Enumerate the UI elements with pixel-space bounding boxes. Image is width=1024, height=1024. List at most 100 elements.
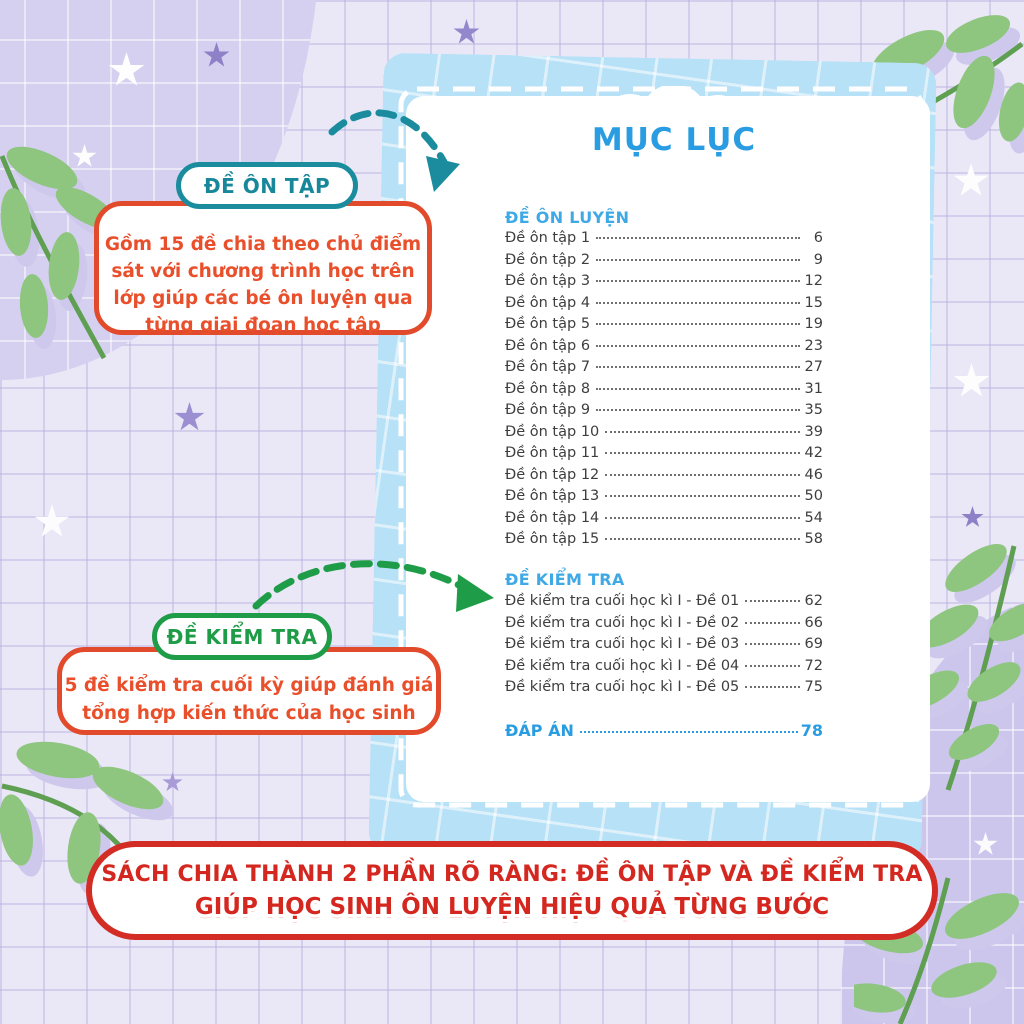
callout-label-on-tap: ĐỀ ÔN TẬP [176,162,358,209]
book-page [406,96,930,802]
toc-list-on-luyen: Đề ôn tập 1 6 Đề ôn tập 2 9 Đề ôn tập 3 12 Đề … [505,230,823,553]
toc-item-label: Đề ôn tập 1 [505,230,591,246]
callout-on-tap-line: Gồm 15 đề chia theo chủ điểm [104,234,422,255]
dotted-leader [596,301,800,304]
toc-item-label: Đề kiểm tra cuối học kì I - Đề 02 [505,614,740,631]
dotted-leader [596,280,800,282]
toc-item: Đề kiểm tra cuối học kì I - Đề 03 69 [505,636,823,658]
toc-item-page: 27 [804,359,823,375]
toc-item-page: 15 [804,294,823,311]
toc-item-label: Đề ôn tập 3 [505,273,591,289]
toc-item-label: Đề ôn tập 6 [505,337,591,354]
toc-item-label: Đề kiểm tra cuối học kì I - Đề 03 [505,636,740,652]
banner-line-1: SÁCH CHIA THÀNH 2 PHẦN RÕ RÀNG: ĐỀ ÔN TẬ… [101,861,923,887]
toc-item-label: Đề ôn tập 13 [505,488,600,504]
toc-item-label: Đề ôn tập 5 [505,316,591,332]
toc-item: Đề ôn tập 2 9 [505,252,823,274]
toc-item: Đề ôn tập 7 27 [505,359,823,381]
banner-line-2: GIÚP HỌC SINH ÔN LUYỆN HIỆU QUẢ TỪNG BƯỚ… [195,894,829,920]
toc-item-label: Đề ôn tập 7 [505,359,591,375]
dotted-leader [745,621,800,624]
dotted-leader [745,643,800,645]
cloud-icon [547,86,801,192]
toc-item-page: 6 [813,230,823,246]
toc-section-heading-on-luyen: ĐỀ ÔN LUYỆN [505,208,630,227]
toc-answers-page: 78 [800,721,823,740]
toc-item-label: Đề ôn tập 12 [505,466,600,483]
dotted-leader [605,495,800,497]
toc-answers-label: ĐÁP ÁN [505,721,574,740]
toc-list-kiem-tra: Đề kiểm tra cuối học kì I - Đề 01 62 Đề ki… [505,593,823,701]
toc-item: Đề ôn tập 3 12 [505,273,823,295]
toc-item-page: 66 [804,614,823,631]
dotted-leader [605,452,800,454]
toc-item-page: 9 [813,251,823,268]
dotted-leader [596,237,800,239]
toc-item-page: 50 [804,488,823,504]
star-icon [174,402,205,431]
toc-item-page: 31 [804,380,823,397]
toc-item-label: Đề ôn tập 11 [505,445,600,461]
dotted-leader [596,258,800,261]
callout-description-kiem-tra: 5 đề kiểm tra cuối kỳ giúp đánh giá tổng… [57,647,441,735]
toc-item-page: 62 [804,593,823,609]
dotted-leader [605,430,800,433]
bottom-banner: SÁCH CHIA THÀNH 2 PHẦN RÕ RÀNG: ĐỀ ÔN TẬ… [86,841,938,940]
toc-item-page: 69 [804,636,823,652]
toc-item: Đề ôn tập 15 58 [505,531,823,553]
toc-item: Đề ôn tập 10 39 [505,424,823,446]
toc-item-page: 58 [804,531,823,547]
toc-item: Đề ôn tập 6 23 [505,338,823,360]
toc-item: Đề ôn tập 11 42 [505,445,823,467]
toc-section-heading-kiem-tra: ĐỀ KIỂM TRA [505,570,625,589]
toc-item-page: 12 [804,273,823,289]
toc-item-label: Đề kiểm tra cuối học kì I - Đề 01 [505,593,740,609]
toc-item-label: Đề ôn tập 2 [505,251,591,268]
toc-item-page: 72 [804,657,823,674]
toc-item: Đề ôn tập 4 15 [505,295,823,317]
toc-item-page: 42 [804,445,823,461]
callout-on-tap-line: từng giai đoạn học tập [145,315,381,336]
toc-item: Đề ôn tập 8 31 [505,381,823,403]
callout-description-on-tap: Gồm 15 đề chia theo chủ điểm sát với chư… [94,201,432,336]
star-icon [961,506,984,527]
dotted-leader [745,664,800,667]
toc-item-label: Đề ôn tập 10 [505,423,600,440]
leaf-branch-icon [0,146,131,360]
callout-label-kiem-tra: ĐỀ KIỂM TRA [152,613,332,660]
toc-item: Đề ôn tập 13 50 [505,488,823,510]
toc-item-label: Đề ôn tập 14 [505,509,600,526]
dotted-leader [596,366,800,368]
star-icon [953,363,990,397]
callout-on-tap-line: lớp giúp các bé ôn luyện qua [113,288,413,309]
dotted-leader [605,516,800,519]
toc-item-page: 75 [804,679,823,695]
dotted-leader [745,686,800,688]
toc-item-label: Đề kiểm tra cuối học kì I - Đề 05 [505,679,740,695]
toc-item-page: 46 [804,466,823,483]
toc-item-label: Đề ôn tập 4 [505,294,591,311]
toc-item-page: 19 [804,316,823,332]
toc-item: Đề ôn tập 9 35 [505,402,823,424]
arrow-green-icon [252,560,494,612]
toc-item: Đề ôn tập 5 19 [505,316,823,338]
dotted-leader [579,731,798,733]
toc-item-label: Đề ôn tập 8 [505,380,591,397]
leaf-branch-icon [895,542,1024,791]
dotted-leader [596,387,800,390]
toc-item-label: Đề ôn tập 15 [505,531,600,547]
leaf-branch-icon [854,877,1024,1024]
toc-item: Đề ôn tập 14 54 [505,510,823,532]
dotted-leader [596,323,800,325]
toc-item: Đề kiểm tra cuối học kì I - Đề 02 66 [505,615,823,637]
toc-item-label: Đề ôn tập 9 [505,402,591,418]
star-icon [953,163,989,196]
arrow-teal-icon [328,109,460,192]
callout-kiem-tra-line: tổng hợp kiến thức của học sinh [82,703,416,724]
toc-item: Đề ôn tập 1 6 [505,230,823,252]
callout-kiem-tra-line: 5 đề kiểm tra cuối kỳ giúp đánh giá [64,675,434,696]
toc-item: Đề kiểm tra cuối học kì I - Đề 04 72 [505,658,823,680]
toc-item: Đề kiểm tra cuối học kì I - Đề 05 75 [505,679,823,701]
toc-item-page: 35 [804,402,823,418]
